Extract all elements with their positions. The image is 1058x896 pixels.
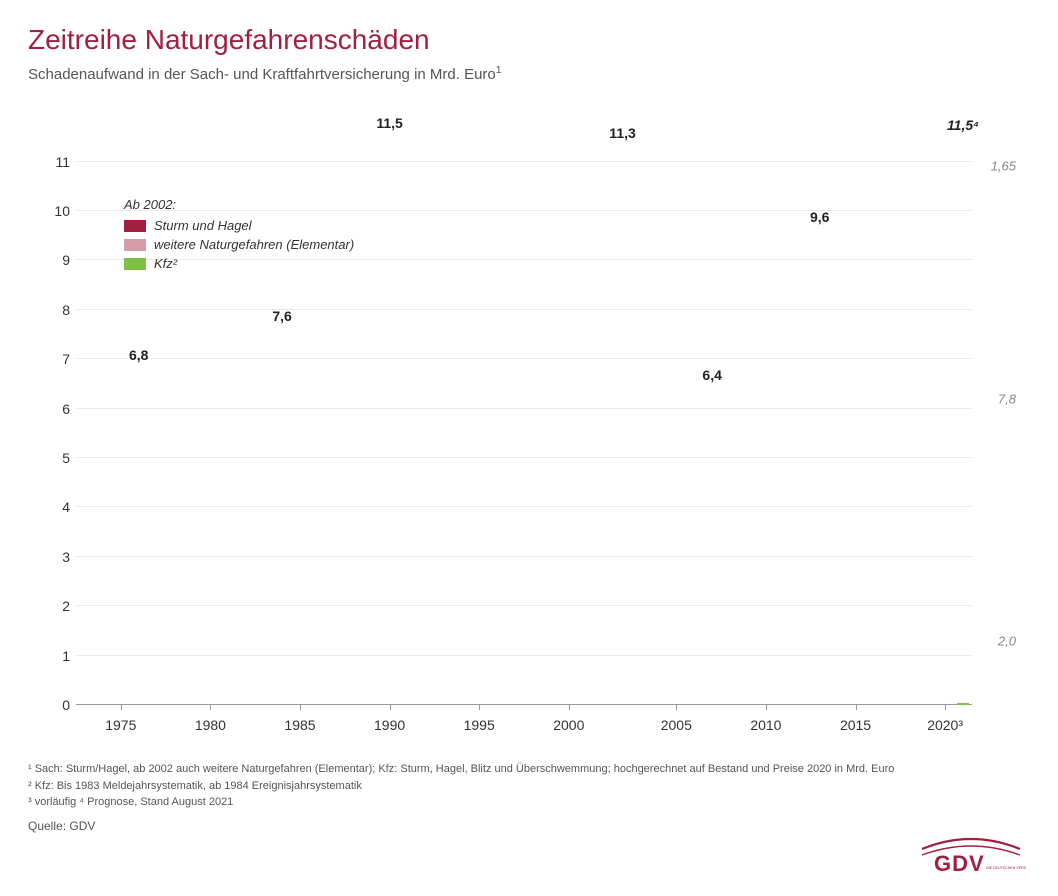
legend-item: weitere Naturgefahren (Elementar)	[124, 237, 354, 252]
legend: Ab 2002: Sturm und Hagel weitere Naturgefa…	[124, 197, 354, 275]
y-tick-label: 0	[42, 697, 70, 713]
chart-area: 0 1 2 3 4 5 6 7 8 9 10 11 1975 1980 1985 1990 1995 2000 20…	[38, 97, 1020, 757]
callout-label: 9,6	[810, 209, 829, 225]
side-value-label: 7,8	[998, 391, 1016, 406]
callout-label: 6,8	[129, 347, 148, 363]
source-label: Quelle: GDV	[28, 819, 1030, 833]
x-tick-label: 2010	[750, 717, 781, 733]
x-tick-label: 1990	[374, 717, 405, 733]
y-tick-label: 6	[42, 401, 70, 417]
y-tick-label: 3	[42, 549, 70, 565]
callout-label: 11,3	[609, 125, 635, 141]
chart-title: Zeitreihe Naturgefahrenschäden	[28, 24, 1030, 56]
y-tick-label: 9	[42, 252, 70, 268]
callout-label: 7,6	[272, 308, 291, 324]
gdv-logo: GDV DIE DEUTSCHEN VERSICHERER	[916, 835, 1026, 882]
x-tick-label: 2015	[840, 717, 871, 733]
side-value-label: 1,65	[991, 159, 1016, 174]
svg-text:DIE DEUTSCHEN VERSICHERER: DIE DEUTSCHEN VERSICHERER	[986, 866, 1026, 870]
side-value-label: 2,0	[998, 633, 1016, 648]
x-tick-label: 2005	[661, 717, 692, 733]
callout-label: 11,5⁴	[947, 117, 979, 133]
x-tick-label: 1980	[195, 717, 226, 733]
y-tick-label: 2	[42, 598, 70, 614]
legend-item: Kfz²	[124, 256, 354, 271]
footnotes: ¹ Sach: Sturm/Hagel, ab 2002 auch weiter…	[28, 761, 1030, 811]
y-tick-label: 11	[42, 154, 70, 170]
y-tick-label: 10	[42, 203, 70, 219]
legend-item: Sturm und Hagel	[124, 218, 354, 233]
bar-segment-kfz	[957, 703, 969, 705]
legend-title: Ab 2002:	[124, 197, 354, 212]
callout-label: 11,5	[376, 115, 402, 131]
x-tick-label: 1985	[284, 717, 315, 733]
x-tick-label: 1995	[464, 717, 495, 733]
x-tick-label: 2000	[553, 717, 584, 733]
x-tick-label: 2020³	[927, 717, 963, 733]
chart-subtitle: Schadenaufwand in der Sach- und Kraftfah…	[28, 64, 1030, 83]
y-tick-label: 4	[42, 499, 70, 515]
y-tick-label: 7	[42, 351, 70, 367]
callout-label: 6,4	[702, 367, 721, 383]
y-tick-label: 5	[42, 450, 70, 466]
x-tick-label: 1975	[105, 717, 136, 733]
y-tick-label: 8	[42, 302, 70, 318]
y-tick-label: 1	[42, 648, 70, 664]
svg-text:GDV: GDV	[934, 851, 985, 876]
